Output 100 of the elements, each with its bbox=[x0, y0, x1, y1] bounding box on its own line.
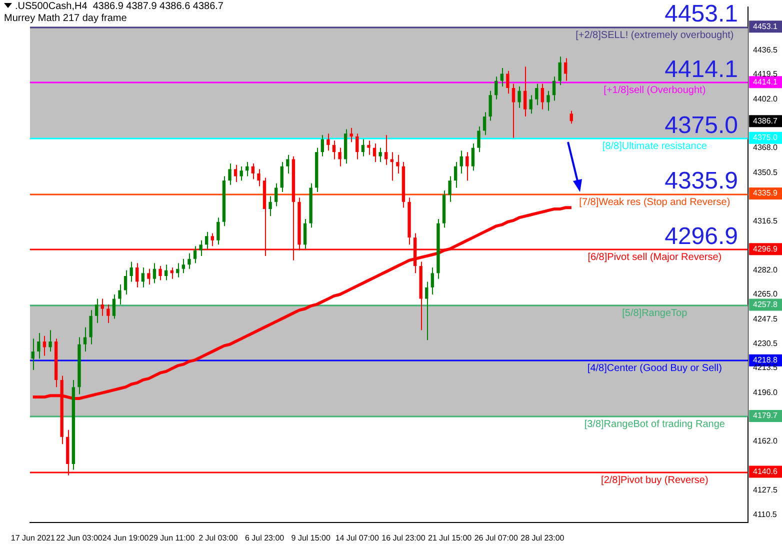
x-tick-label: 17 Jun 2021 bbox=[10, 533, 56, 542]
candlestick bbox=[124, 270, 128, 296]
y-tick-label: 4414.1 bbox=[753, 77, 778, 86]
candlestick bbox=[216, 217, 220, 246]
candlestick bbox=[518, 86, 521, 108]
candlestick bbox=[378, 147, 382, 163]
candlestick bbox=[257, 168, 260, 187]
candlestick bbox=[37, 332, 40, 360]
x-tick-label: 2 Jul 03:00 bbox=[198, 533, 238, 542]
y-tick-label: 4453.1 bbox=[753, 22, 778, 31]
candlestick bbox=[350, 127, 353, 143]
y-tick-label: 4218.8 bbox=[753, 356, 778, 365]
candlestick bbox=[274, 182, 278, 207]
candlestick bbox=[286, 154, 290, 174]
candlestick bbox=[500, 68, 504, 88]
candlestick bbox=[303, 218, 307, 250]
ref-line-label: [4/8]Center (Good Buy or Sell) bbox=[587, 362, 722, 374]
candlestick bbox=[488, 90, 492, 122]
candlestick bbox=[506, 70, 510, 94]
candlestick bbox=[482, 112, 486, 136]
y-tick-label: 4436.5 bbox=[753, 45, 778, 54]
candlestick bbox=[94, 298, 98, 324]
y-tick-label: 4386.7 bbox=[753, 116, 778, 126]
ref-line-label: [2/8]Pivot buy (Reverse) bbox=[601, 474, 708, 486]
candlestick bbox=[396, 154, 400, 174]
candlestick bbox=[494, 76, 498, 100]
candlestick bbox=[199, 240, 202, 257]
candlestick bbox=[112, 294, 116, 320]
candlestick bbox=[268, 196, 272, 217]
x-tick-label: 26 Jul 07:00 bbox=[474, 533, 518, 542]
candlestick bbox=[210, 232, 214, 247]
ref-line-label: [5/8]RangeTop bbox=[622, 308, 688, 319]
candlestick bbox=[546, 90, 550, 112]
candlestick bbox=[228, 162, 232, 186]
candlestick bbox=[89, 310, 92, 345]
candlestick bbox=[552, 76, 556, 102]
x-tick-label: 21 Jul 15:00 bbox=[428, 533, 472, 542]
candlestick bbox=[425, 281, 428, 341]
candlestick bbox=[430, 266, 434, 296]
x-tick-label: 9 Jul 15:00 bbox=[291, 533, 331, 542]
ref-line-label: [6/8]Pivot sell (Major Reverse) bbox=[588, 252, 722, 263]
x-tick-label: 14 Jul 07:00 bbox=[335, 533, 380, 542]
y-tick-label: 4179.7 bbox=[753, 411, 778, 420]
candlestick bbox=[332, 140, 336, 160]
y-tick-label: 4247.5 bbox=[753, 314, 778, 324]
candlestick bbox=[152, 262, 156, 284]
candlestick bbox=[564, 58, 568, 82]
x-tick-label: 16 Jul 23:00 bbox=[382, 533, 426, 542]
y-tick-label: 4230.5 bbox=[753, 338, 778, 348]
y-tick-label: 4335.9 bbox=[753, 188, 778, 198]
candlestick bbox=[182, 258, 186, 274]
annotation: 4296.9 bbox=[664, 223, 738, 250]
candlestick bbox=[141, 266, 145, 288]
candlestick bbox=[338, 147, 342, 167]
candlestick bbox=[367, 140, 370, 156]
candlestick bbox=[523, 66, 527, 117]
y-tick-label: 4265.0 bbox=[753, 290, 778, 299]
candlestick bbox=[188, 252, 191, 270]
x-tick-label: 28 Jul 23:00 bbox=[520, 533, 565, 542]
ref-line-label: [7/8]Weak res (Stop and Reverse) bbox=[579, 196, 730, 208]
y-tick-label: 4140.6 bbox=[753, 466, 778, 476]
annotation: 4453.1 bbox=[664, 0, 738, 28]
candlestick bbox=[372, 143, 376, 163]
candlestick bbox=[205, 231, 208, 250]
text: Murrey Math 217 day frame bbox=[4, 13, 128, 25]
candlestick bbox=[42, 335, 46, 356]
y-tick-label: 4375.0 bbox=[753, 133, 778, 142]
y-tick-label: 4257.8 bbox=[753, 300, 778, 309]
candlestick bbox=[147, 268, 150, 286]
annotation: 4414.1 bbox=[664, 56, 738, 84]
candlestick bbox=[83, 326, 87, 352]
chart-title: .US500Cash,H4 4386.9 4387.9 4386.6 4386.7 bbox=[15, 1, 224, 12]
candlestick bbox=[512, 83, 516, 138]
candlestick bbox=[529, 94, 532, 114]
x-tick-label: 29 Jun 11:00 bbox=[149, 533, 196, 542]
ref-line-label: [+1/8]sell (Overbought) bbox=[604, 84, 706, 96]
candlestick bbox=[390, 152, 394, 182]
ref-line-label: [3/8]RangeBot of trading Range bbox=[584, 418, 726, 430]
candlestick bbox=[361, 138, 365, 157]
y-tick-label: 4162.0 bbox=[753, 436, 778, 446]
candlestick bbox=[384, 134, 388, 166]
x-tick-label: 24 Jun 19:00 bbox=[102, 533, 150, 542]
annotation: 4375.0 bbox=[664, 112, 738, 139]
candlestick bbox=[558, 56, 562, 86]
candlestick bbox=[540, 83, 544, 110]
y-tick-label: 4350.5 bbox=[753, 168, 778, 177]
candlestick bbox=[454, 162, 458, 188]
candlestick bbox=[448, 176, 452, 202]
candlestick bbox=[320, 134, 324, 157]
candlestick bbox=[234, 164, 238, 182]
candlestick bbox=[466, 152, 469, 182]
candlestick bbox=[535, 83, 538, 106]
candlestick bbox=[118, 284, 122, 305]
y-tick-label: 4110.5 bbox=[753, 510, 778, 519]
y-tick-label: 4402.0 bbox=[753, 94, 778, 104]
candlestick bbox=[356, 133, 359, 160]
candlestick bbox=[477, 126, 480, 153]
annotation: 4335.9 bbox=[664, 168, 738, 195]
ref-line-label: [8/8]Ultimate resistance bbox=[602, 140, 708, 152]
y-tick-label: 4296.9 bbox=[753, 244, 778, 254]
